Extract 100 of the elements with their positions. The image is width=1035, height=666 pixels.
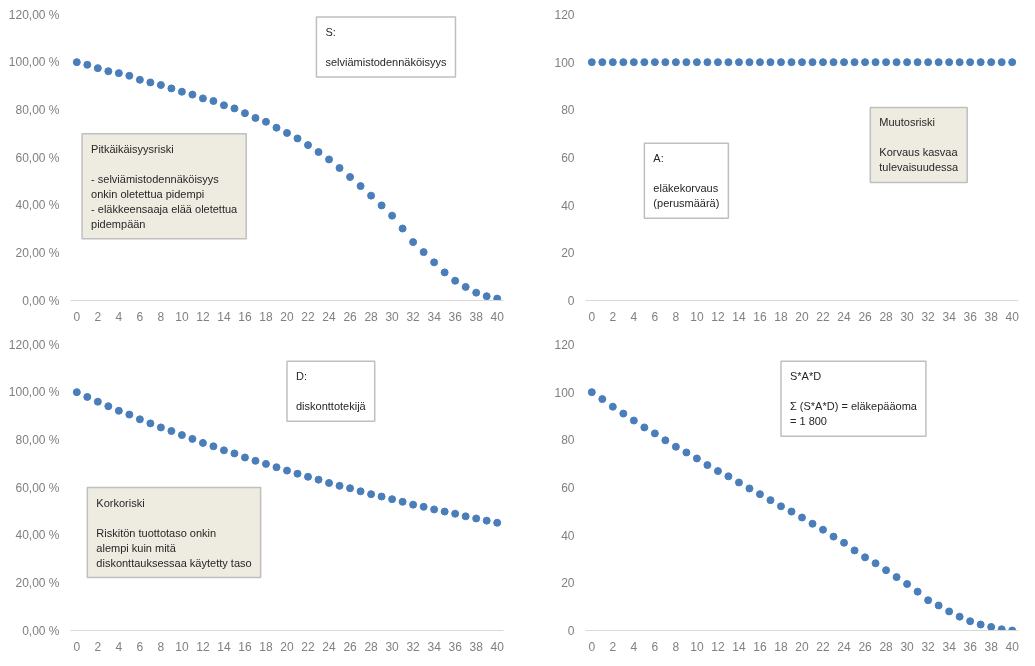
x-tick-label: 10 xyxy=(175,309,189,324)
y-tick-label: 20,00 % xyxy=(15,245,60,260)
x-tick-label: 14 xyxy=(217,309,231,324)
x-tick-label: 38 xyxy=(469,639,484,654)
x-tick-label: 12 xyxy=(196,309,210,324)
y-tick-label: 40 xyxy=(561,198,575,213)
x-tick-label: 4 xyxy=(630,309,638,324)
x-tick-label: 38 xyxy=(984,639,999,654)
x-tick-label: 14 xyxy=(732,639,746,654)
x-tick-label: 20 xyxy=(795,639,809,654)
x-tick-label: 12 xyxy=(711,309,725,324)
y-tick-label: 100,00 % xyxy=(8,55,60,70)
x-tick-label: 18 xyxy=(259,309,273,324)
x-tick-label: 20 xyxy=(280,639,294,654)
y-tick-label: 100,00 % xyxy=(8,385,60,400)
text: D: diskonttotekijä xyxy=(296,370,366,413)
y-tick-label: 120,00 % xyxy=(8,337,60,352)
y-tick-label: 120 xyxy=(554,8,575,22)
y-tick-label: 0,00 % xyxy=(22,623,60,638)
x-tick-label: 22 xyxy=(301,639,316,654)
x-tick-label: 28 xyxy=(879,639,894,654)
x-tick-label: 38 xyxy=(984,309,999,324)
x-tick-label: 34 xyxy=(427,639,442,654)
y-tick-label: 80,00 % xyxy=(15,102,60,117)
x-tick-label: 0 xyxy=(73,639,81,654)
x-tick-label: 36 xyxy=(448,639,463,654)
text: Muutosriski Korvaus kasvaa tulevaisuudessa xyxy=(879,116,959,174)
x-tick-label: 26 xyxy=(858,309,873,324)
x-tick-label: 20 xyxy=(795,309,809,324)
x-tick-label: 40 xyxy=(1005,639,1020,654)
y-tick-label: 120 xyxy=(554,338,575,352)
x-tick-label: 24 xyxy=(837,309,852,324)
y-tick-label: 20 xyxy=(561,246,575,261)
x-tick-label: 28 xyxy=(879,309,894,324)
x-tick-label: 2 xyxy=(94,639,102,654)
y-tick-label: 20,00 % xyxy=(15,575,60,590)
x-tick-label: 12 xyxy=(196,639,210,654)
x-tick-label: 30 xyxy=(900,639,915,654)
x-tick-label: 16 xyxy=(753,309,767,324)
x-tick-label: 10 xyxy=(690,639,704,654)
y-tick-label: 80 xyxy=(561,433,575,448)
x-tick-label: 8 xyxy=(157,309,165,324)
x-tick-label: 40 xyxy=(490,309,505,324)
x-tick-label: 26 xyxy=(343,309,358,324)
x-tick-label: 2 xyxy=(609,639,617,654)
x-tick-label: 26 xyxy=(858,639,873,654)
x-tick-label: 16 xyxy=(238,309,252,324)
y-tick-label: 80,00 % xyxy=(15,432,60,447)
y-tick-label: 80 xyxy=(561,103,575,118)
x-tick-label: 30 xyxy=(385,639,400,654)
x-tick-label: 36 xyxy=(963,639,978,654)
x-tick-label: 22 xyxy=(816,639,831,654)
x-tick-label: 6 xyxy=(651,309,659,324)
y-tick-label: 100 xyxy=(554,385,575,400)
x-tick-label: 28 xyxy=(364,639,379,654)
x-tick-label: 2 xyxy=(94,309,102,324)
x-tick-label: 28 xyxy=(364,309,379,324)
y-tick-label: 60,00 % xyxy=(15,480,60,495)
y-tick-label: 0 xyxy=(567,624,575,638)
x-tick-label: 26 xyxy=(343,639,358,654)
y-tick-label: 120,00 % xyxy=(8,7,60,22)
y-tick-label: 60 xyxy=(561,481,575,495)
x-tick-label: 14 xyxy=(732,309,746,324)
x-tick-label: 34 xyxy=(427,309,442,324)
x-tick-label: 0 xyxy=(588,639,596,654)
x-tick-label: 6 xyxy=(136,639,144,654)
text: A: eläkekorvaus (perusmäärä) xyxy=(653,152,720,210)
x-tick-label: 4 xyxy=(630,639,638,654)
x-tick-label: 38 xyxy=(469,309,484,324)
x-tick-label: 8 xyxy=(157,639,165,654)
x-tick-label: 18 xyxy=(774,309,788,324)
x-tick-label: 16 xyxy=(753,639,767,654)
x-tick-label: 6 xyxy=(136,309,144,324)
x-tick-label: 30 xyxy=(900,309,915,324)
text: Pitkäikäisyysriski - selviämistodennäköisyys onkin oletettua pidempi - eläkkeensaaja elää oletettua pidempään xyxy=(91,142,238,230)
x-tick-label: 34 xyxy=(942,309,957,324)
x-tick-label: 12 xyxy=(711,639,725,654)
x-tick-label: 8 xyxy=(672,639,680,654)
y-tick-label: 0,00 % xyxy=(22,293,60,308)
x-tick-label: 30 xyxy=(385,309,400,324)
x-tick-label: 18 xyxy=(259,639,273,654)
x-tick-label: 20 xyxy=(280,309,294,324)
x-tick-label: 40 xyxy=(1005,309,1020,324)
x-tick-label: 34 xyxy=(942,639,957,654)
y-tick-label: 40,00 % xyxy=(15,198,60,213)
y-tick-label: 100 xyxy=(554,55,575,70)
x-tick-label: 22 xyxy=(816,309,831,324)
x-tick-label: 14 xyxy=(217,639,231,654)
text: S*A*D Σ (S*A*D) = eläkepääoma = 1 800 xyxy=(789,370,917,428)
x-tick-label: 40 xyxy=(490,639,505,654)
y-tick-label: 60,00 % xyxy=(15,150,60,165)
y-tick-label: 40 xyxy=(561,528,575,543)
x-tick-label: 24 xyxy=(322,639,337,654)
x-tick-label: 32 xyxy=(406,639,421,654)
x-tick-label: 8 xyxy=(672,309,680,324)
x-tick-label: 36 xyxy=(448,309,463,324)
text: S: selviämistodennäköisyys xyxy=(325,25,447,68)
x-tick-label: 16 xyxy=(238,639,252,654)
x-tick-label: 32 xyxy=(406,309,421,324)
y-tick-label: 60 xyxy=(561,151,575,165)
